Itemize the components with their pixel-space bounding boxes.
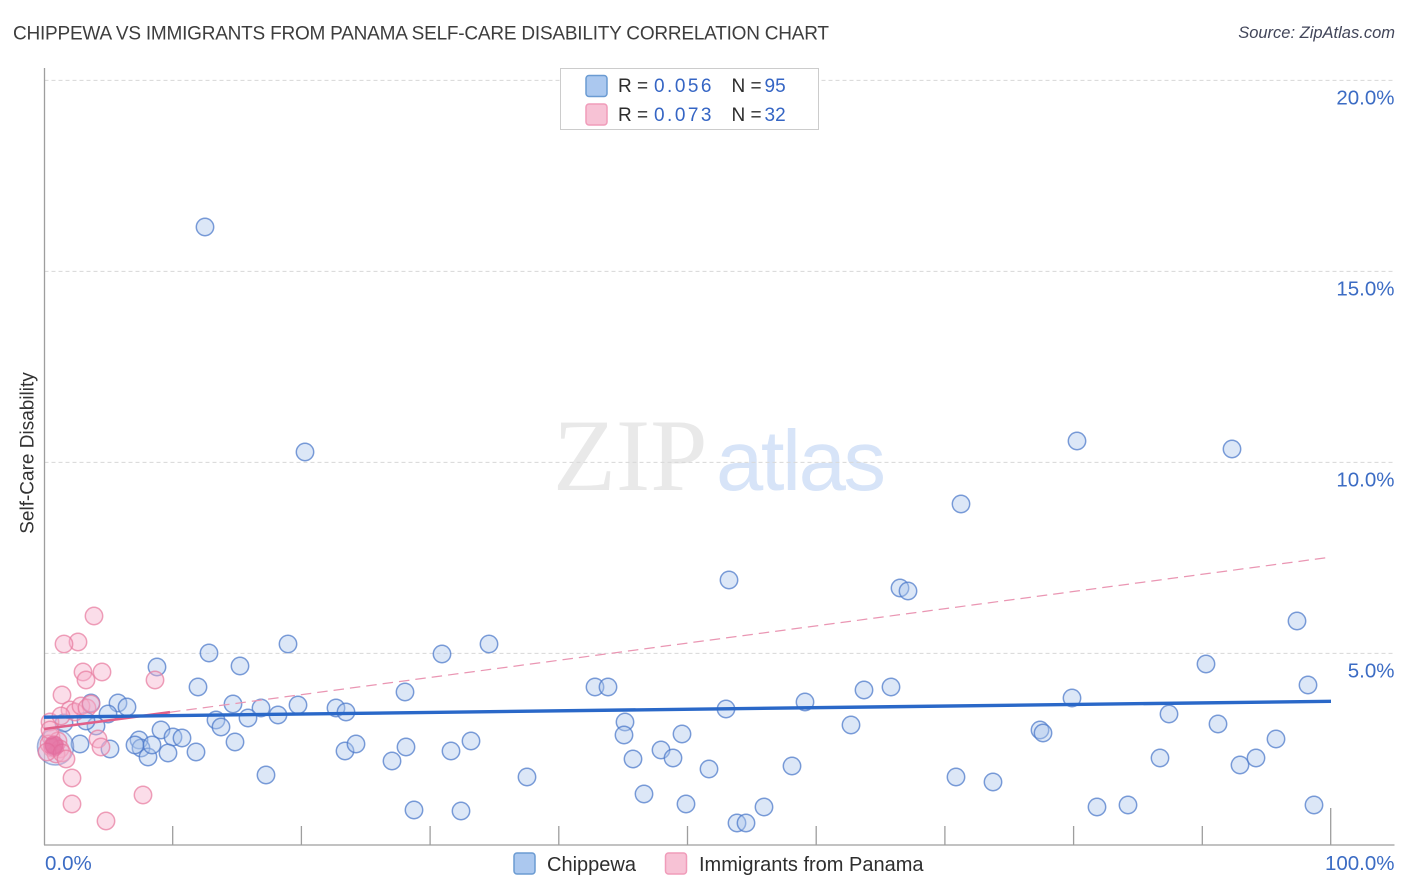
svg-text:10.0%: 10.0% — [1336, 469, 1394, 492]
svg-text:20.0%: 20.0% — [1336, 86, 1394, 109]
svg-text:ZIP: ZIP — [553, 399, 708, 513]
svg-text:Self-Care Disability: Self-Care Disability — [18, 372, 39, 534]
svg-text:CHIPPEWA VS IMMIGRANTS FROM PA: CHIPPEWA VS IMMIGRANTS FROM PANAMA SELF-… — [13, 24, 829, 45]
svg-text:Chippewa: Chippewa — [547, 854, 637, 876]
svg-text:100.0%: 100.0% — [1325, 852, 1395, 875]
svg-text:Source: ZipAtlas.com: Source: ZipAtlas.com — [1238, 24, 1395, 42]
svg-text:5.0%: 5.0% — [1348, 660, 1395, 683]
svg-text:0.0%: 0.0% — [45, 852, 92, 875]
svg-text:atlas: atlas — [716, 414, 886, 509]
svg-text:15.0%: 15.0% — [1336, 277, 1394, 300]
svg-text:Immigrants from Panama: Immigrants from Panama — [699, 854, 924, 876]
